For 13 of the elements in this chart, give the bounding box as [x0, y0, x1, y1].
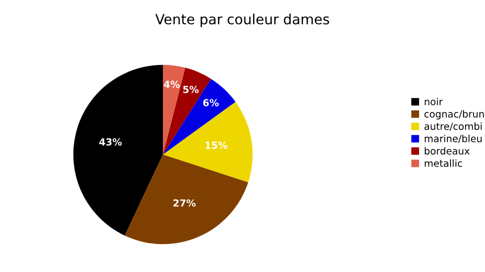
data-label: 27% [173, 199, 196, 207]
legend-label: noir [424, 98, 443, 106]
legend-label: autre/combi [424, 122, 482, 131]
legend-label: cognac/brun [424, 110, 484, 120]
legend-label: bordeaux [424, 147, 470, 155]
data-label: 43% [99, 138, 122, 146]
legend-label: metallic [424, 159, 462, 167]
legend-label: marine/bleu [424, 134, 482, 144]
data-label: 5% [183, 86, 199, 94]
data-label: 15% [206, 142, 228, 149]
data-label: 6% [203, 99, 219, 106]
chart-title: Vente par couleur dames [155, 14, 330, 28]
data-label: 4% [164, 80, 180, 88]
